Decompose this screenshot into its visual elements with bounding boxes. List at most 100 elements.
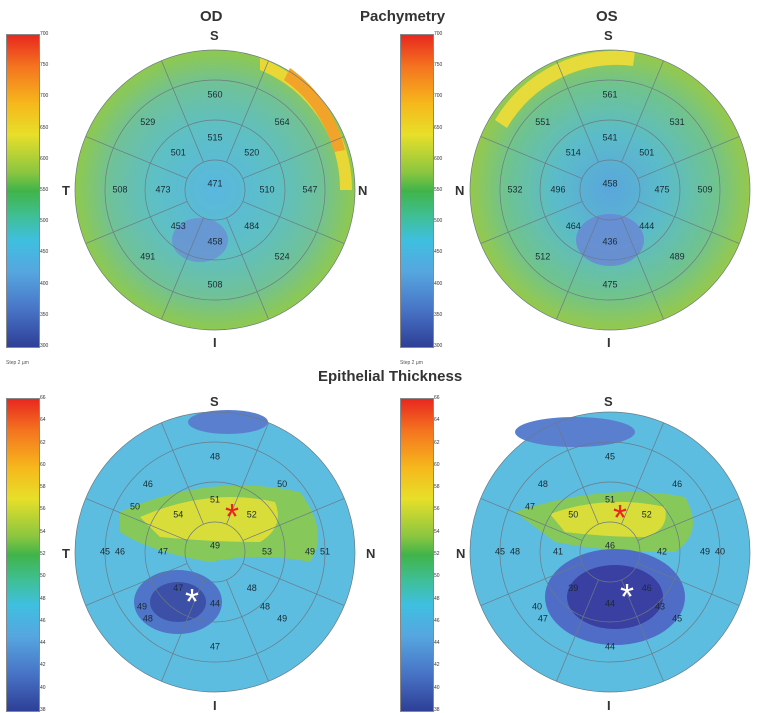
od-epi-outer-value: 46 [143, 479, 153, 489]
zone-ring [499, 79, 721, 301]
sector-line [637, 201, 740, 244]
sector-line [226, 60, 269, 163]
od-epi-inner-value: 47 [158, 546, 168, 556]
sector-line [226, 422, 269, 525]
od-epi-extra-value: 48 [260, 601, 270, 611]
os-pachy-s: S [604, 28, 613, 43]
od-pachy-outer-value: 547 [302, 184, 317, 194]
od-epi-scale-tick: 48 [40, 595, 46, 602]
od-pachy-inner-value: 484 [244, 221, 259, 231]
os-pachy-scale-tick: 650 [434, 124, 443, 131]
os-pachy-grid [469, 49, 751, 331]
os-epi-map: 46 51 52 42 46 44 39 41 50 45 46 49 45 44 47 48 48 47 45 40… [469, 411, 751, 693]
zone-ring [469, 411, 751, 693]
os-epi-extra-value: 47 [525, 501, 535, 511]
od-pachy-inner-value: 510 [259, 184, 274, 194]
os-label: OS [596, 8, 618, 25]
od-epi-values: 49 51 52 53 48 44 47 47 54 48 50 49 49 47 48 46 46 50 45 51… [100, 451, 330, 651]
od-epi-s: S [210, 394, 219, 409]
zone-ring [144, 481, 286, 623]
sector-line [226, 217, 269, 320]
os-epi-scale-tick: 40 [434, 684, 440, 691]
od-pachy-map: 471 515 520 510 484 458 453 473 501 560 564 547 524 5… [74, 49, 356, 331]
os-epi-white-star: * [620, 576, 634, 617]
sector-line [621, 217, 664, 320]
os-epi-inner-value: 42 [657, 546, 667, 556]
od-epi-scale-tick: 40 [40, 684, 46, 691]
od-pachy-t: T [62, 183, 70, 198]
os-pachy-scale-tick: 300 [434, 343, 443, 349]
os-epi-scale-tick: 66 [434, 395, 440, 401]
od-pachy-scale-tick: 400 [40, 280, 49, 287]
od-epi-red-star: * [225, 496, 239, 537]
os-epi-scale-tick: 60 [434, 461, 440, 468]
os-pachy-outer-value: 512 [535, 252, 550, 262]
od-pachy-outer-value: 529 [140, 117, 155, 127]
sector-line [621, 60, 664, 163]
os-pachy-i: I [607, 335, 611, 350]
os-pachy-scale-tick: 350 [434, 311, 443, 318]
od-pachy-inner-value: 515 [207, 132, 222, 142]
sector-line [556, 217, 599, 320]
od-epi-extra-value: 45 [100, 546, 110, 556]
os-epi-s: S [604, 394, 613, 409]
sector-line [226, 579, 269, 682]
od-pachy-scale-tick: 450 [40, 249, 49, 256]
sector-line [85, 563, 188, 606]
os-epi-outer-value: 44 [605, 641, 615, 651]
os-epi-grid [469, 411, 751, 693]
od-epi-t: T [62, 546, 70, 561]
od-pachy-outer-value: 508 [112, 184, 127, 194]
os-pachy-outer-value: 561 [602, 89, 617, 99]
od-epi-scale-tick: 64 [40, 417, 46, 424]
od-pachy-scale-tick: 300 [40, 343, 49, 349]
os-epi-outer-value: 48 [538, 479, 548, 489]
od-epi-outer-value: 50 [277, 479, 287, 489]
os-epi-outer-value: 45 [672, 614, 682, 624]
os-pachy-scale-tick: 550 [434, 187, 443, 193]
od-epi-i: I [213, 698, 217, 713]
os-pachy-scale-tick: 500 [434, 218, 443, 225]
os-epi-scale [400, 398, 434, 712]
os-epi-extra-value: 40 [532, 601, 542, 611]
od-epi-inner-value: 48 [247, 583, 257, 593]
od-epi-extra-value: 49 [137, 601, 147, 611]
os-epi-inner-value: 39 [568, 583, 578, 593]
od-epi-inner-value: 53 [262, 546, 272, 556]
os-epi-scale-tick: 46 [434, 617, 440, 624]
od-pachy-scale-tick: 350 [40, 311, 49, 318]
sector-line [621, 579, 664, 682]
zone-ring [184, 521, 246, 583]
os-epi-outer-value: 45 [605, 451, 615, 461]
os-pachy-outer-value: 509 [697, 184, 712, 194]
os-pachy-values: 458 541 501 475 444 436 464 496 514 561 531 509 489 4… [507, 89, 712, 289]
os-epi-scale-tick: 52 [434, 551, 440, 557]
os-epi-inner-value: 51 [605, 494, 615, 504]
od-epi-extra-value: 50 [130, 501, 140, 511]
sector-line [637, 136, 740, 179]
sector-line [480, 136, 583, 179]
os-epi-scale-tick: 56 [434, 506, 440, 513]
os-pachy-inner-value: 475 [654, 184, 669, 194]
os-epi-scale-tick: 62 [434, 439, 440, 446]
zone-ring [104, 79, 326, 301]
os-pachy-scale [400, 34, 434, 348]
od-epi-grid [74, 411, 356, 693]
od-pachy-center-value: 471 [207, 178, 222, 188]
od-epi-outer-value: 48 [143, 614, 153, 624]
od-pachy-outer-value: 508 [207, 279, 222, 289]
sector-line [161, 217, 204, 320]
zone-ring [579, 521, 641, 583]
sector-line [161, 422, 204, 525]
os-epi-scale-tick: 64 [434, 417, 440, 424]
od-epi-outer-value: 48 [210, 451, 220, 461]
os-pachy-scale-tick: 700 [434, 31, 443, 37]
sector-line [556, 60, 599, 163]
os-epi-scale-tick: 38 [434, 707, 440, 713]
os-epi-i: I [607, 698, 611, 713]
os-pachy-n: N [455, 183, 465, 198]
od-pachy-scale-tick: 550 [40, 187, 49, 193]
os-epi-extra-value: 45 [495, 546, 505, 556]
od-epi-outer-value: 49 [277, 614, 287, 624]
os-pachy-center-value: 458 [602, 178, 617, 188]
